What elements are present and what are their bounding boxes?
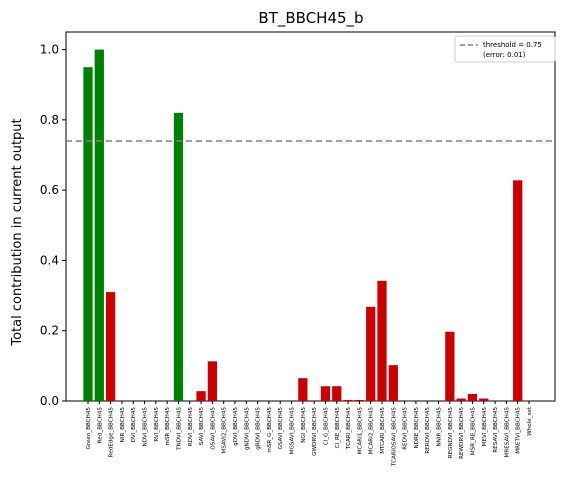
x-tick-label: OSAVI_BBCH45 xyxy=(210,407,216,450)
bar xyxy=(513,180,523,401)
x-tick-label: mSR_G_BBCH45 xyxy=(267,407,273,453)
bar xyxy=(105,292,116,401)
x-tick-label: NDRE_BBCH45 xyxy=(414,407,420,449)
bar xyxy=(354,399,365,401)
x-tick-label: Whole_set xyxy=(527,406,533,436)
plot-frame xyxy=(65,31,556,402)
x-tick-label: MRESAVI_BBCH45 xyxy=(504,407,510,458)
bar xyxy=(456,398,466,401)
x-tick-label: mSR_BBCH45 xyxy=(165,407,171,446)
x-tick-label: gRDVI_BBCH45 xyxy=(256,407,262,450)
bar xyxy=(207,361,218,401)
y-tick-label: 0.0 xyxy=(40,394,59,408)
y-tick-label: 1.0 xyxy=(40,43,59,57)
bar xyxy=(196,391,206,401)
bar xyxy=(445,331,455,401)
bar xyxy=(479,398,489,401)
x-tick-label: GSAVI_BBCH45 xyxy=(278,407,284,450)
x-tick-label: MTCARI_BBCH45 xyxy=(380,407,386,454)
x-tick-label: MSR_RE_BBCH45 xyxy=(470,407,476,456)
x-tick-label: GWDRVI_BBCH45 xyxy=(312,407,318,456)
bar xyxy=(320,386,331,401)
y-tick-label: 0.4 xyxy=(40,253,59,267)
y-tick-label: 0.6 xyxy=(40,183,59,197)
y-axis-label: Total contribution in current output xyxy=(10,118,25,346)
x-tick-label: MGSAVI_BBCH45 xyxy=(290,407,296,455)
x-tick-label: MSAVI2_BBCH45 xyxy=(222,407,228,454)
x-tick-label: NNIR_BBCH45 xyxy=(437,407,443,447)
x-tick-label: MCARI1_BBCH45 xyxy=(357,407,363,455)
bar xyxy=(298,378,308,401)
x-tick-label: REDVI_BBCH45 xyxy=(403,407,409,450)
x-tick-label: MRETVI_BBCH45 xyxy=(516,407,522,454)
bar xyxy=(377,280,387,401)
x-tick-label: REGNDVI_BBCH45 xyxy=(448,407,454,459)
x-tick-label: MCARI2_BBCH45 xyxy=(369,407,375,455)
bar xyxy=(366,306,376,401)
x-tick-label: SAVI_BBCH45 xyxy=(199,407,205,446)
x-tick-label: NDVI_BBCH45 xyxy=(143,407,149,447)
bar xyxy=(388,365,398,401)
x-tick-label: RedEdge_BBCH45 xyxy=(109,407,115,458)
x-tick-label: RESAVI_BBCH45 xyxy=(493,407,499,453)
bar xyxy=(343,399,353,401)
bar xyxy=(467,393,478,401)
bar xyxy=(94,49,104,401)
y-tick-label: 0.2 xyxy=(40,324,59,338)
x-tick-label: gDVI_BBCH45 xyxy=(233,407,239,446)
x-tick-label: TNDVI_BBCH45 xyxy=(176,407,182,451)
x-tick-label: TCARI_BBCH45 xyxy=(346,407,352,450)
x-tick-label: DVI_BBCH45 xyxy=(131,407,137,443)
chart-title: BT_BBCH45_b xyxy=(258,9,363,28)
x-tick-label: CI_G_BBCH45 xyxy=(323,407,329,446)
x-tick-label: NIR_BBCH45 xyxy=(120,407,126,443)
bar xyxy=(83,67,93,401)
bar xyxy=(173,112,184,401)
x-tick-label: Green_BBCH45 xyxy=(86,407,92,450)
x-tick-label: Red_BBCH45 xyxy=(97,407,103,444)
y-tick-label: 0.8 xyxy=(40,113,59,127)
legend-error-label: (error: 0.01) xyxy=(483,51,526,59)
plot-area: 0.0 0.2 0.4 0.6 0.8 1.0 Green_BBCH45 Red_BBCH45… xyxy=(40,31,556,467)
x-tick-label: RDVI_BBCH45 xyxy=(188,407,194,447)
x-tick-label: TCARIOSAVI_BBCH45 xyxy=(391,407,397,467)
x-tick-label: RERDVI_BBCH45 xyxy=(425,407,431,454)
legend: threshold = 0.75 (error: 0.01) xyxy=(454,35,556,63)
legend-box xyxy=(454,35,556,63)
x-tick-label: REWDRVI_BBCH45 xyxy=(459,407,465,459)
x-tick-label: RVI_BBCH45 xyxy=(154,407,160,442)
x-tick-label: CI_RE_BBCH45 xyxy=(335,407,341,449)
legend-threshold-label: threshold = 0.75 xyxy=(483,41,542,49)
x-tick-label: NGI_BBCH45 xyxy=(301,407,307,443)
bar xyxy=(332,386,342,401)
x-tick-label: MEVI_BBCH45 xyxy=(482,407,488,447)
x-tick-label: gNDVI_BBCH45 xyxy=(244,407,250,450)
